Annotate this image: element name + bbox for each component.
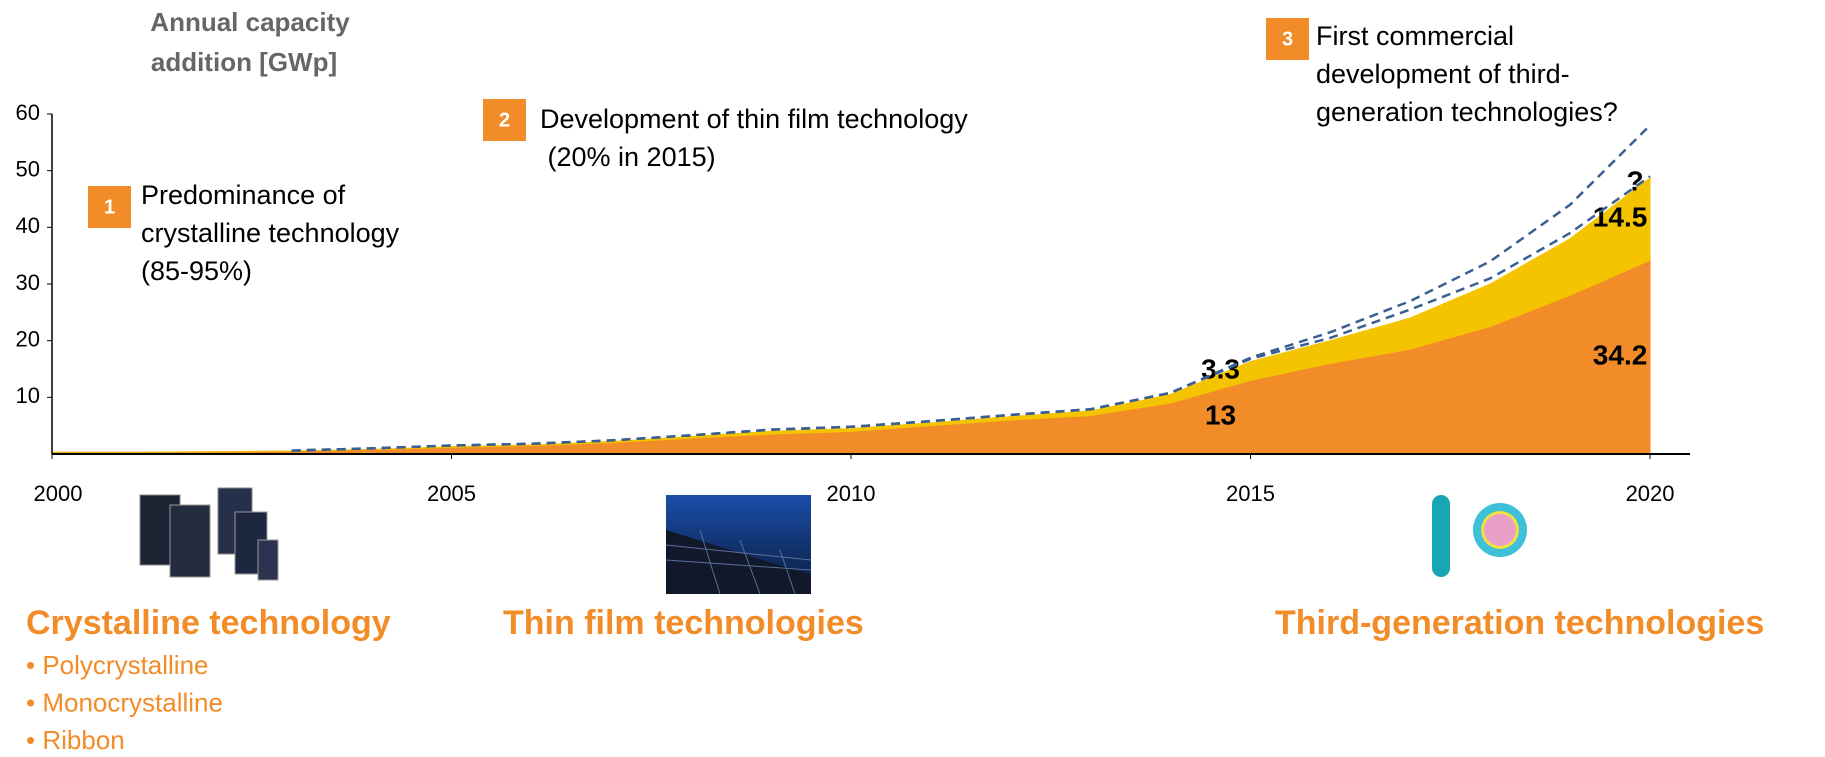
crystalline-panels: [139, 487, 279, 581]
annotation-text: Predominance of: [141, 180, 346, 210]
annotation-text: crystalline technology: [141, 218, 400, 248]
y-tick-label: 30: [16, 270, 40, 295]
annotation-text: (20% in 2015): [540, 142, 716, 172]
y-tick-label: 40: [16, 213, 40, 238]
x-tick-label: 2010: [827, 481, 876, 506]
annotation-text: generation technologies?: [1316, 97, 1618, 127]
y-tick-label: 10: [16, 383, 40, 408]
data-label: 34.2: [1593, 339, 1648, 370]
x-tick-label: 2020: [1626, 481, 1675, 506]
data-label: 13: [1205, 400, 1236, 431]
annotation-badge: [483, 99, 526, 141]
y-tick-label: 50: [16, 156, 40, 181]
annotation-number: 1: [104, 196, 115, 218]
technology-title: Third-generation technologies: [1275, 604, 1764, 642]
annotation-badge: [1266, 18, 1309, 60]
y-axis-title: Annual capacity: [150, 7, 350, 37]
technology-item: • Monocrystalline: [26, 687, 223, 717]
data-label: 3.3: [1201, 353, 1240, 384]
scenario-line: [291, 124, 1651, 452]
x-tick-label: 2005: [427, 481, 476, 506]
technology-title: Thin film technologies: [503, 604, 864, 642]
annotation-number: 3: [1282, 28, 1293, 50]
x-tick-label: 2000: [34, 481, 83, 506]
question-mark: ?: [1626, 165, 1643, 196]
third-gen-icon: [1432, 495, 1527, 577]
annotation-text: Development of thin film technology: [540, 104, 968, 134]
thin-film-photo: [665, 495, 812, 595]
annotation-badge: [88, 186, 131, 228]
annotation-text: First commercial: [1316, 21, 1514, 51]
annotation-text: development of third-: [1316, 59, 1570, 89]
area: [51, 259, 1651, 455]
y-tick-label: 20: [16, 326, 40, 351]
plot-area: 13 34.2 3.3 14.5: [51, 124, 1651, 455]
y-axis-title: addition [GWp]: [151, 47, 337, 77]
x-tick-label: 2015: [1226, 481, 1275, 506]
data-label: 14.5: [1593, 202, 1648, 233]
annotation-number: 2: [499, 109, 510, 131]
annotation-text: (85-95%): [141, 256, 252, 286]
technology-item: • Ribbon: [26, 725, 125, 755]
technology-title: Crystalline technology: [26, 604, 391, 642]
y-tick-label: 60: [16, 100, 40, 125]
technology-item: • Polycrystalline: [26, 650, 209, 680]
